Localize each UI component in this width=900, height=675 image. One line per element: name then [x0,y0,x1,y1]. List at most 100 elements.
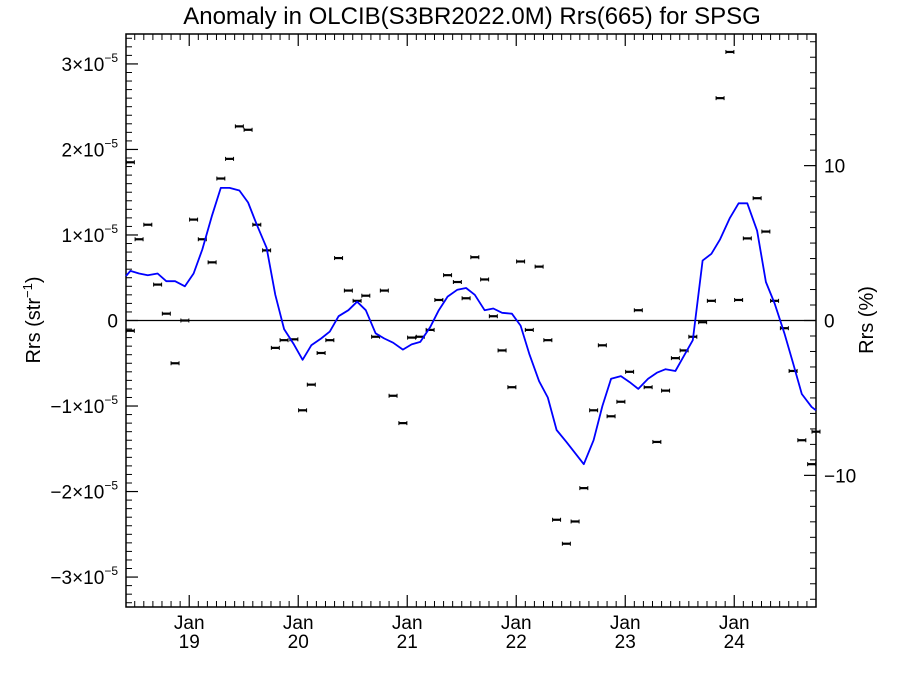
data-point [807,462,817,467]
data-point [216,176,226,181]
data-point [534,264,544,269]
data-point [125,328,135,333]
axis-ticks [126,34,817,607]
data-point [243,127,253,132]
data-point [752,196,762,201]
x-tick-label-month: Jan [719,613,750,634]
data-point [715,96,725,101]
data-point [325,338,335,343]
data-point [316,350,326,355]
y-left-tick-label: −3×10−5 [50,564,118,589]
x-tick-label-year: 23 [615,632,636,653]
data-point [452,280,462,285]
data-point [225,156,235,161]
data-point [725,49,735,54]
y-right-tick-label: 0 [824,312,835,333]
data-point [343,288,353,293]
data-point [552,517,562,522]
smoothed-anomaly-line [125,187,817,466]
x-tick-label-year: 24 [724,632,746,653]
y-axis-right-tick-labels: 10 0 −10 [824,157,856,488]
smoothed-line-series [125,187,817,466]
data-point [616,399,626,404]
y-left-tick-label: 1×10−5 [62,222,119,247]
data-point [734,297,744,302]
data-point [161,311,171,316]
y-left-tick-label: 2×10−5 [62,136,119,161]
data-point [388,393,398,398]
data-point [461,296,471,301]
data-point [661,388,671,393]
x-tick-label-month: Jan [501,613,532,634]
data-point [189,217,199,222]
data-point [434,297,444,302]
data-point [579,486,589,491]
data-point [524,327,534,332]
data-point [170,361,180,366]
data-point [398,421,408,426]
data-point [488,314,498,319]
y-left-tick-label: 3×10−5 [62,51,119,76]
data-point [470,255,480,260]
data-point [698,320,708,325]
x-tick-label-month: Jan [174,613,205,634]
y-axis-left-label: Rrs (str−1) [20,276,45,363]
data-point [507,385,517,390]
data-point [570,519,580,524]
data-point [761,229,771,234]
y-right-tick-label: −10 [824,466,856,487]
data-point [779,326,789,331]
monthly-points-series [125,49,821,546]
data-point [125,160,135,165]
data-point [643,385,653,390]
data-point [134,237,144,242]
y-right-tick-label: 10 [824,157,845,178]
x-tick-label-month: Jan [392,613,423,634]
data-point [143,222,153,227]
data-point [589,408,599,413]
data-point [516,259,526,264]
y-axis-left-tick-labels: 3×10−5 2×10−5 1×10−5 0 −1×10−5 −2×10−5 −3×10−5 [50,51,118,589]
data-point [407,335,417,340]
chart-title: Anomaly in OLCIB(S3BR2022.0M) Rrs(665) f… [183,3,761,30]
data-point [361,293,371,298]
x-tick-label-year: 22 [506,632,527,653]
x-tick-label-month: Jan [610,613,641,634]
data-point [561,541,571,546]
data-point [306,382,316,387]
data-point [597,343,607,348]
y-left-tick-label: −2×10−5 [50,479,118,504]
data-point [279,338,289,343]
data-point [742,236,752,241]
x-tick-label-year: 21 [397,632,418,653]
data-point [625,369,635,374]
y-axis-right-label: Rrs (%) [856,286,878,354]
data-point [770,298,780,303]
x-tick-label-month: Jan [283,613,314,634]
y-left-tick-label: −1×10−5 [50,393,118,418]
data-point [443,273,453,278]
data-point [270,345,280,350]
data-point [334,256,344,261]
data-point [670,356,680,361]
y-left-tick-label: 0 [107,312,118,333]
x-tick-label-year: 20 [288,632,309,653]
data-point [652,439,662,444]
data-point [234,124,244,129]
data-point [480,277,490,282]
data-point [606,414,616,419]
data-point [207,260,217,265]
data-point [797,438,807,443]
data-point [153,282,163,287]
data-point [379,288,389,293]
data-point [811,429,821,434]
data-point [543,338,553,343]
data-point [633,308,643,313]
x-tick-label-year: 19 [179,632,200,653]
data-point [706,298,716,303]
data-point [497,348,507,353]
data-point [298,408,308,413]
data-point [180,318,190,323]
